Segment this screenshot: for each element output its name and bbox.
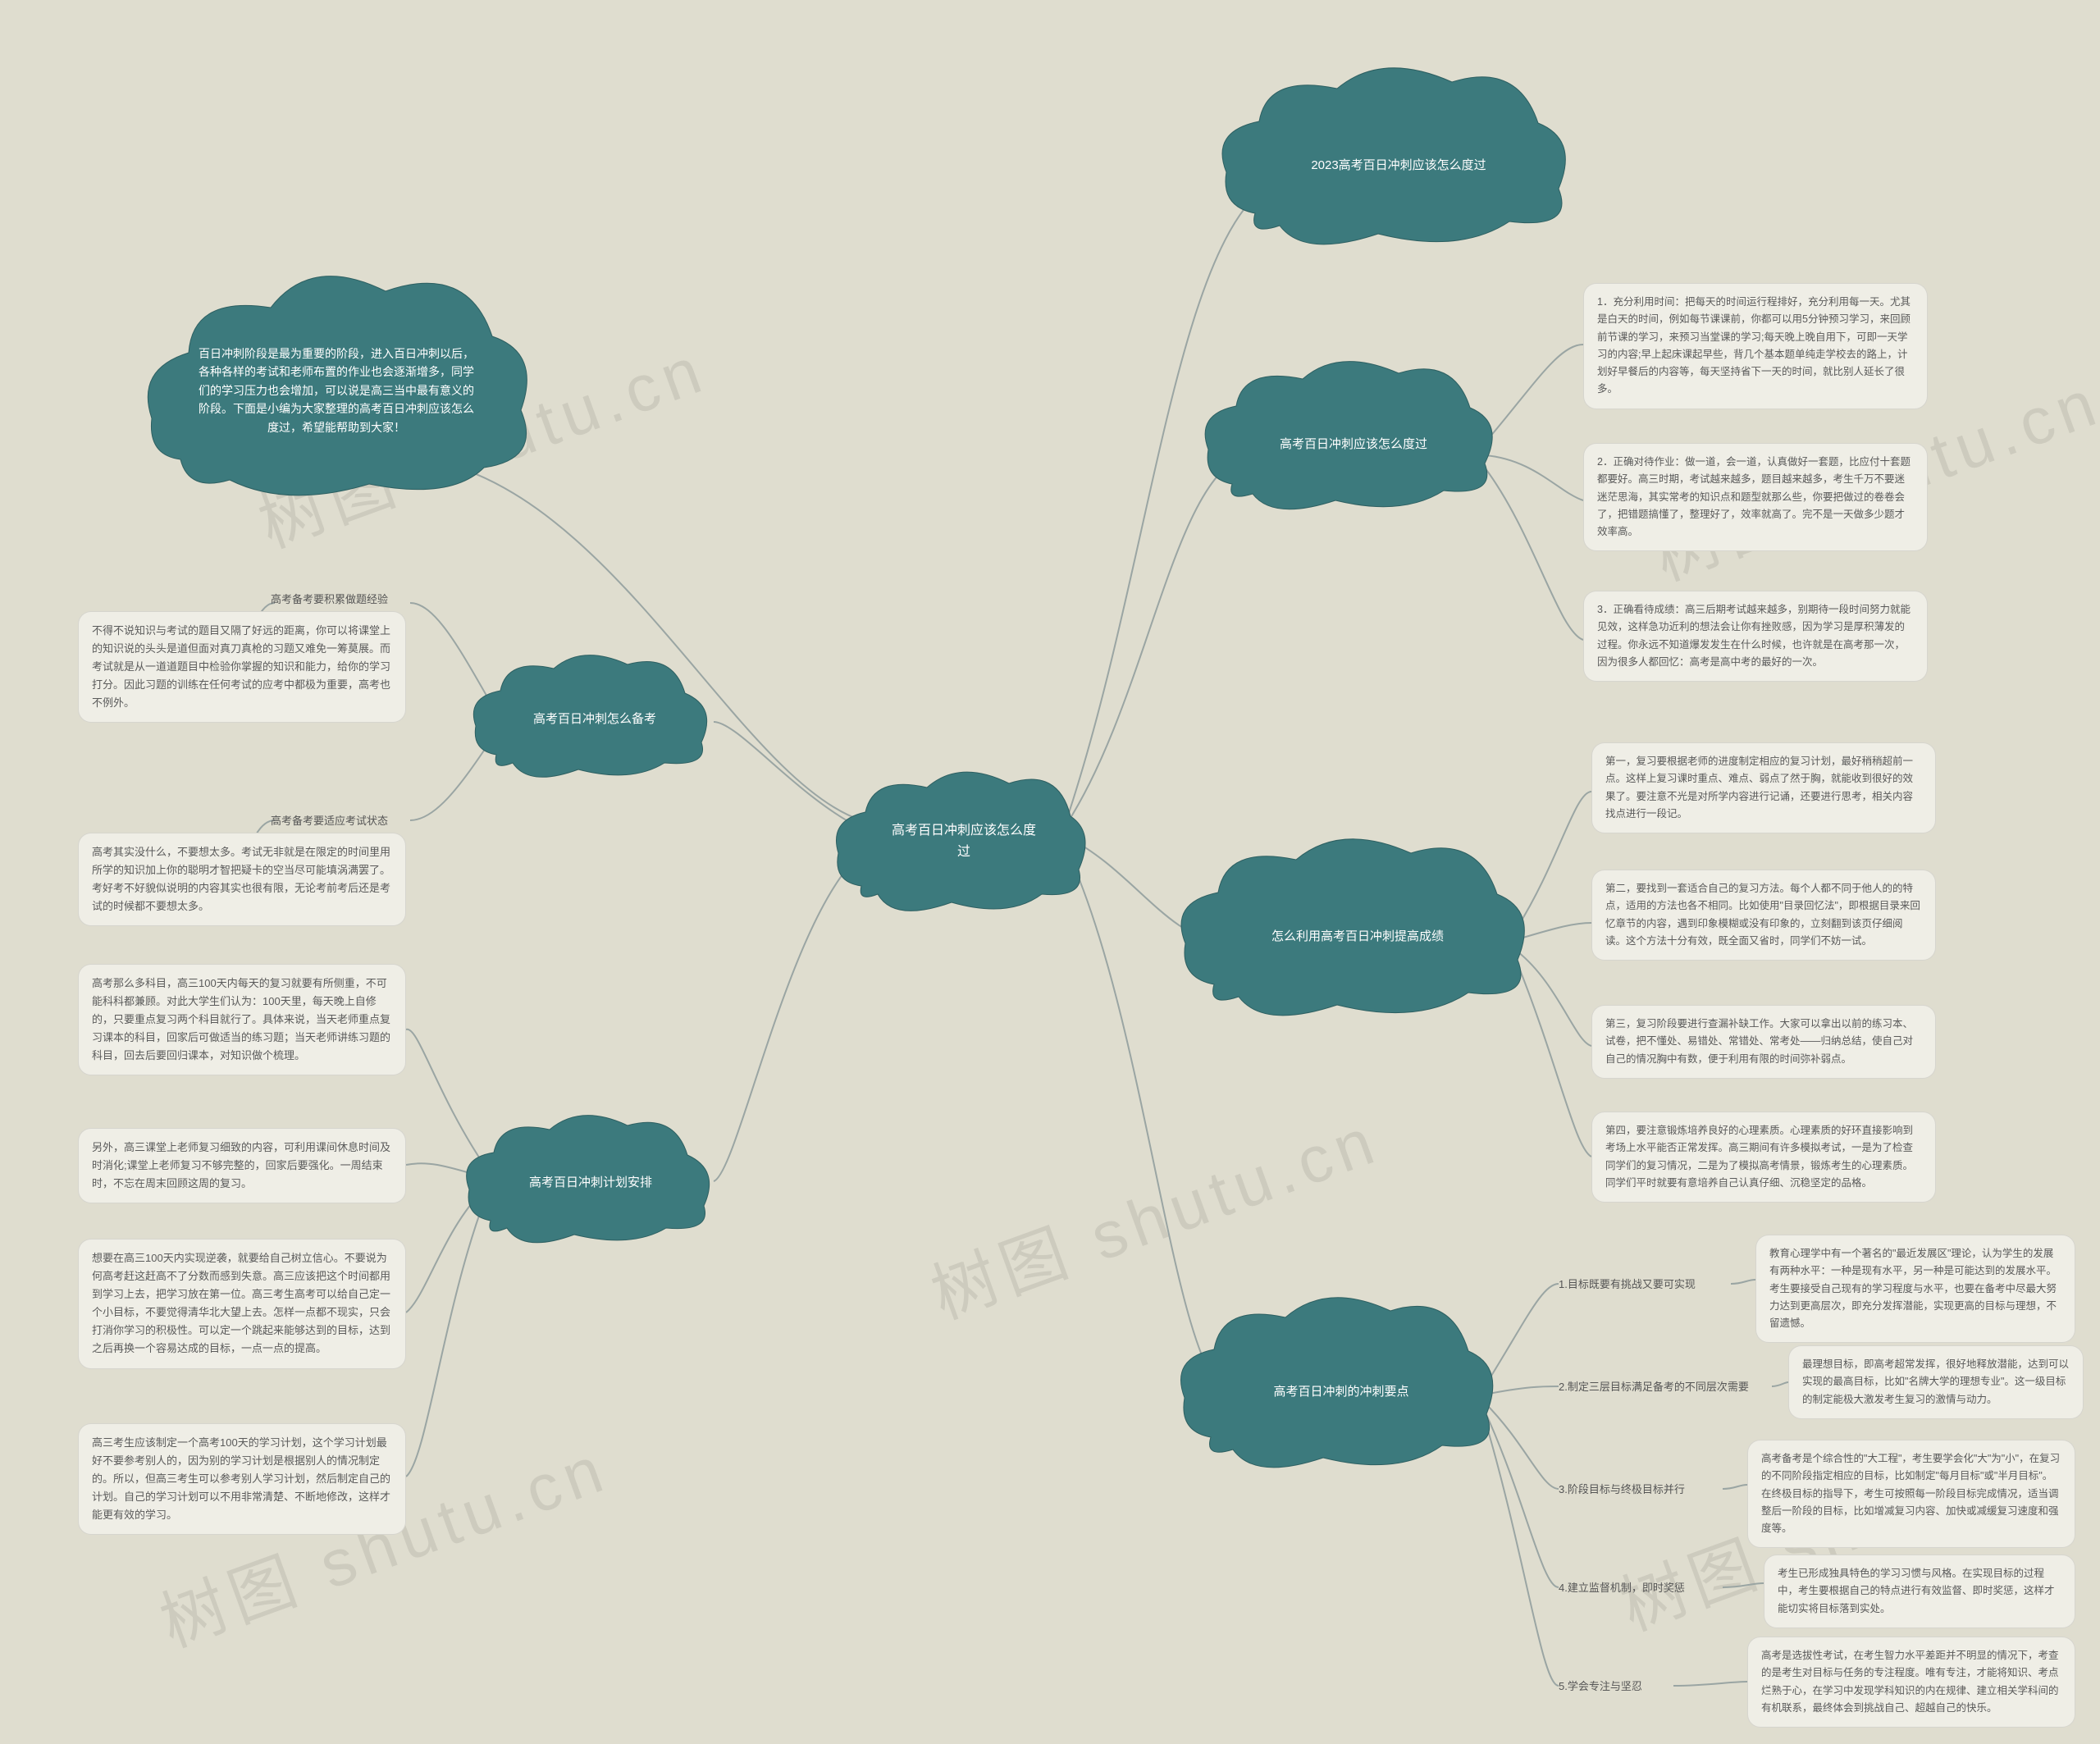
- b6-sub4: 4.建立监督机制，即时奖惩: [1559, 1579, 1685, 1595]
- b2-note4: 高三考生应该制定一个高考100天的学习计划，这个学习计划最好不要参考别人的，因为…: [78, 1423, 406, 1535]
- b6-sub5: 5.学会专注与坚忍: [1559, 1678, 1642, 1693]
- b6-sub1: 1.目标既要有挑战又要可实现: [1559, 1276, 1696, 1291]
- b6-sub2: 2.制定三层目标满足备考的不同层次需要: [1559, 1378, 1749, 1394]
- center-label: 高考百日冲刺应该怎么度过: [886, 820, 1042, 862]
- b6-sub3-note: 高考备考是个综合性的"大工程"，考生要学会化"大"为"小"，在复习的不同阶段指定…: [1747, 1440, 2075, 1548]
- b6-sub2-note: 最理想目标，即高考超常发挥，很好地释放潜能，达到可以实现的最高目标，比如"名牌大…: [1788, 1345, 2084, 1419]
- b6-label: 高考百日冲刺的冲刺要点: [1239, 1382, 1444, 1402]
- b1-note2: 高考其实没什么，不要想太多。考试无非就是在限定的时间里用所学的知识加上你的聪明才…: [78, 833, 406, 926]
- intro-text: 百日冲刺阶段是最为重要的阶段，进入百日冲刺以后，各种各样的考试和老师布置的作业也…: [197, 345, 476, 436]
- b1-sub2: 高考备考要适应考试状态: [271, 812, 388, 828]
- b5-note4: 第四，要注意锻炼培养良好的心理素质。心理素质的好环直接影响到考场上水平能否正常发…: [1591, 1112, 1936, 1203]
- b6-sub5-note: 高考是选拔性考试，在考生智力水平差距并不明显的情况下，考查的是考生对目标与任务的…: [1747, 1637, 2075, 1728]
- b5-label: 怎么利用高考百日冲刺提高成绩: [1247, 927, 1468, 947]
- b2-note1: 高考那么多科目，高三100天内每天的复习就要有所侧重，不可能科科都兼顾。对此大学…: [78, 964, 406, 1075]
- b5-note2: 第二，要找到一套适合自己的复习方法。每个人都不同于他人的的特点，适用的方法也各不…: [1591, 870, 1936, 961]
- b6-sub4-note: 考生已形成独具特色的学习习惯与风格。在实现目标的过程中，考生要根据自己的特点进行…: [1764, 1555, 2075, 1628]
- b2-note3: 想要在高三100天内实现逆袭，就要给自己树立信心。不要说为何高考赶这赶高不了分数…: [78, 1239, 406, 1369]
- mindmap-canvas: 树图 shutu.cn 树图 shutu.cn 树图 shutu.cn 树图 s…: [0, 0, 2100, 1744]
- b5-note1: 第一，复习要根据老师的进度制定相应的复习计划，最好稍稍超前一点。这样上复习课时重…: [1591, 742, 1936, 833]
- b5-note3: 第三，复习阶段要进行查漏补缺工作。大家可以拿出以前的练习本、试卷，把不懂处、易错…: [1591, 1005, 1936, 1079]
- b1-note1: 不得不说知识与考试的题目又隔了好远的距离，你可以将课堂上的知识说的头头是道但面对…: [78, 611, 406, 723]
- b1-sub1: 高考备考要积累做题经验: [271, 591, 388, 606]
- b4-note2: 2．正确对待作业：做一道，会一道，认真做好一套题，比应付十套题都要好。高三时期，…: [1583, 443, 1928, 551]
- b4-label: 高考百日冲刺应该怎么度过: [1259, 435, 1448, 454]
- b2-note2: 另外，高三课堂上老师复习细致的内容，可利用课间休息时间及时消化;课堂上老师复习不…: [78, 1128, 406, 1203]
- b2-label: 高考百日冲刺计划安排: [509, 1173, 673, 1193]
- b4-note1: 1．充分利用时间：把每天的时间运行程排好，充分利用每一天。尤其是白天的时间，例如…: [1583, 283, 1928, 409]
- b4-note3: 3．正确看待成绩：高三后期考试越来越多，别期待一段时间努力就能见效，这样急功近利…: [1583, 591, 1928, 682]
- b6-sub3: 3.阶段目标与终极目标并行: [1559, 1481, 1685, 1496]
- b3-label: 2023高考百日冲刺应该怎么度过: [1288, 156, 1509, 176]
- b1-label: 高考百日冲刺怎么备考: [513, 710, 677, 729]
- b6-sub1-note: 教育心理学中有一个著名的"最近发展区"理论，认为学生的发展有两种水平：一种是现有…: [1755, 1235, 2075, 1343]
